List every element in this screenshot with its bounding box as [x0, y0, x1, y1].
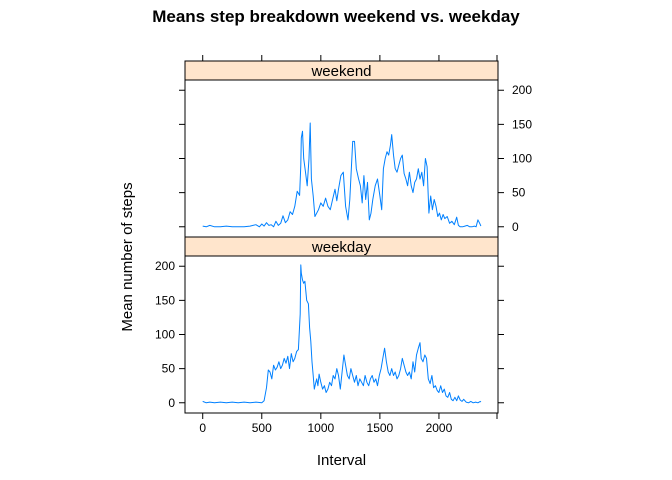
- panel-weekday: weekday: [184, 236, 499, 414]
- y-axis-label: Mean number of steps: [119, 182, 136, 331]
- chart-title: Means step breakdown weekend vs. weekday: [152, 7, 520, 26]
- y-tick-label-weekday-100: 100: [155, 328, 175, 342]
- y-tick-label-weekend-200: 200: [512, 83, 532, 97]
- y-tick-label-weekday-0: 0: [168, 396, 175, 410]
- y-tick-label-weekday-150: 150: [155, 293, 175, 307]
- y-tick-label-weekday-200: 200: [155, 259, 175, 273]
- x-axis-label: Interval: [317, 452, 366, 469]
- x-tick-label-1500: 1500: [367, 421, 394, 435]
- panel-border-weekend: [184, 79, 499, 238]
- strip-label-weekend: weekend: [310, 63, 371, 80]
- strip-label-weekday: weekday: [311, 239, 372, 256]
- x-tick-label-1000: 1000: [307, 421, 334, 435]
- y-tick-label-weekday-50: 50: [162, 362, 176, 376]
- y-tick-label-weekend-100: 100: [512, 152, 532, 166]
- x-tick-label-500: 500: [252, 421, 272, 435]
- panel-border-weekday: [184, 255, 499, 414]
- series-line-weekday: [202, 264, 482, 404]
- panel-weekend: weekend: [184, 60, 499, 238]
- y-tick-label-weekend-50: 50: [512, 186, 526, 200]
- y-tick-label-weekend-150: 150: [512, 117, 532, 131]
- x-tick-label-0: 0: [199, 421, 206, 435]
- x-tick-label-2000: 2000: [426, 421, 453, 435]
- y-tick-label-weekend-0: 0: [512, 220, 519, 234]
- series-line-weekend: [202, 122, 482, 228]
